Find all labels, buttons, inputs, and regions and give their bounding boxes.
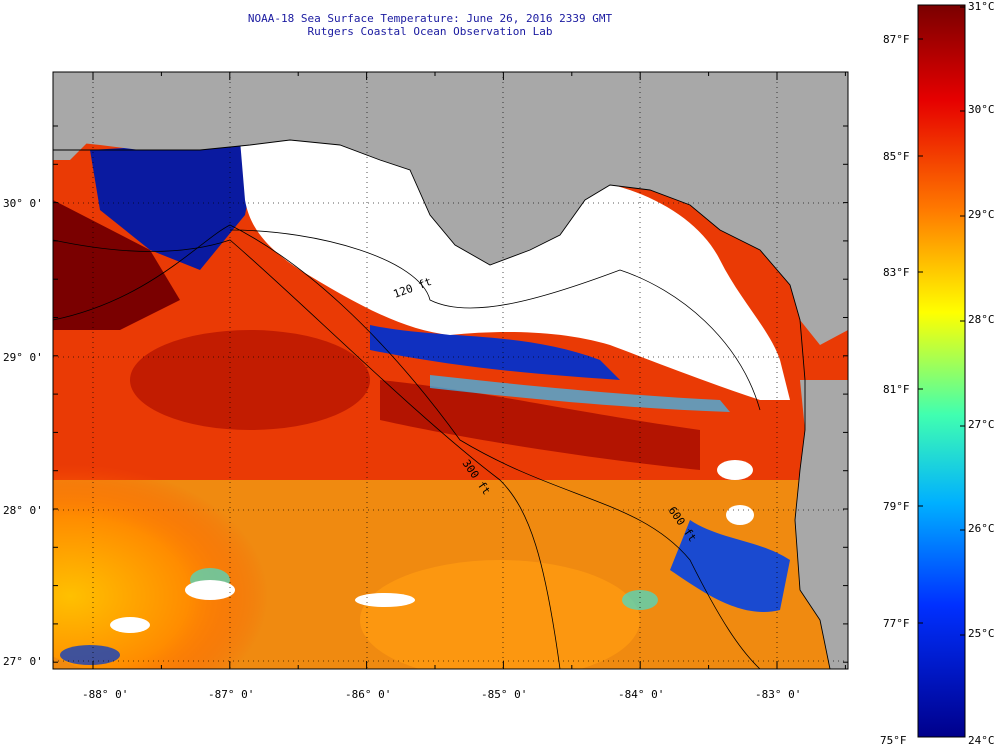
frame-ticks [53,72,848,669]
lon-label-85: -85° 0' [481,688,527,701]
cb-f-83: 83°F [883,266,910,279]
cb-f-75: 75°F [880,734,907,747]
lon-label-87: -87° 0' [208,688,254,701]
cb-f-77: 77°F [883,617,910,630]
lon-label-88: -88° 0' [82,688,128,701]
hot-band-east [380,380,700,470]
land-north [53,72,848,345]
cb-f-87: 87°F [883,33,910,46]
cool-shelf-1 [90,140,260,270]
cb-f-85: 85°F [883,150,910,163]
cb-c-25: 25°C [968,627,995,640]
cb-c-24: 24°C [968,734,995,747]
warm-patch-2 [360,560,640,669]
cb-c-29: 29°C [968,208,995,221]
isobath-120ft [229,229,761,411]
cb-f-81: 81°F [883,383,910,396]
land-delta [53,90,100,160]
lon-label-86: -86° 0' [345,688,391,701]
land-peninsula [795,380,848,669]
cloud-patch [185,580,235,600]
isobath-300ft [53,224,761,669]
map-frame [52,71,849,670]
cb-c-30: 30°C [968,103,995,116]
cb-f-79: 79°F [883,500,910,513]
warm-patch [53,440,340,669]
cloud-shelf [240,139,790,401]
map-subtitle: Rutgers Coastal Ocean Observation Lab [307,25,553,38]
cool-edge [430,375,730,412]
cloud-patch [110,617,150,633]
colorbar [917,4,966,738]
cool-speckle [622,590,658,610]
cb-c-31: 31°C [968,0,995,13]
lat-label-28: 28° 0' [3,504,43,517]
lat-label-30: 30° 0' [3,197,43,210]
coastline [53,139,831,669]
lat-label-27: 27° 0' [3,655,43,668]
cb-c-28: 28°C [968,313,995,326]
cool-shelf-2 [370,325,620,380]
map-title: NOAA-18 Sea Surface Temperature: June 26… [247,12,613,25]
hot-core [130,330,370,430]
lon-label-84: -84° 0' [618,688,664,701]
cloud-patch [355,593,415,607]
cloud-patch [717,460,753,480]
cool-shelf-3 [670,520,790,612]
cb-c-26: 26°C [968,522,995,535]
lon-label-83: -83° 0' [755,688,801,701]
colorbar-ticks [918,6,965,636]
hot-west [53,200,180,330]
isobath-600ft [53,239,561,669]
cool-speckle [60,645,120,665]
cb-c-27: 27°C [968,418,995,431]
lat-label-29: 29° 0' [3,351,43,364]
cloud-patch [726,505,754,525]
